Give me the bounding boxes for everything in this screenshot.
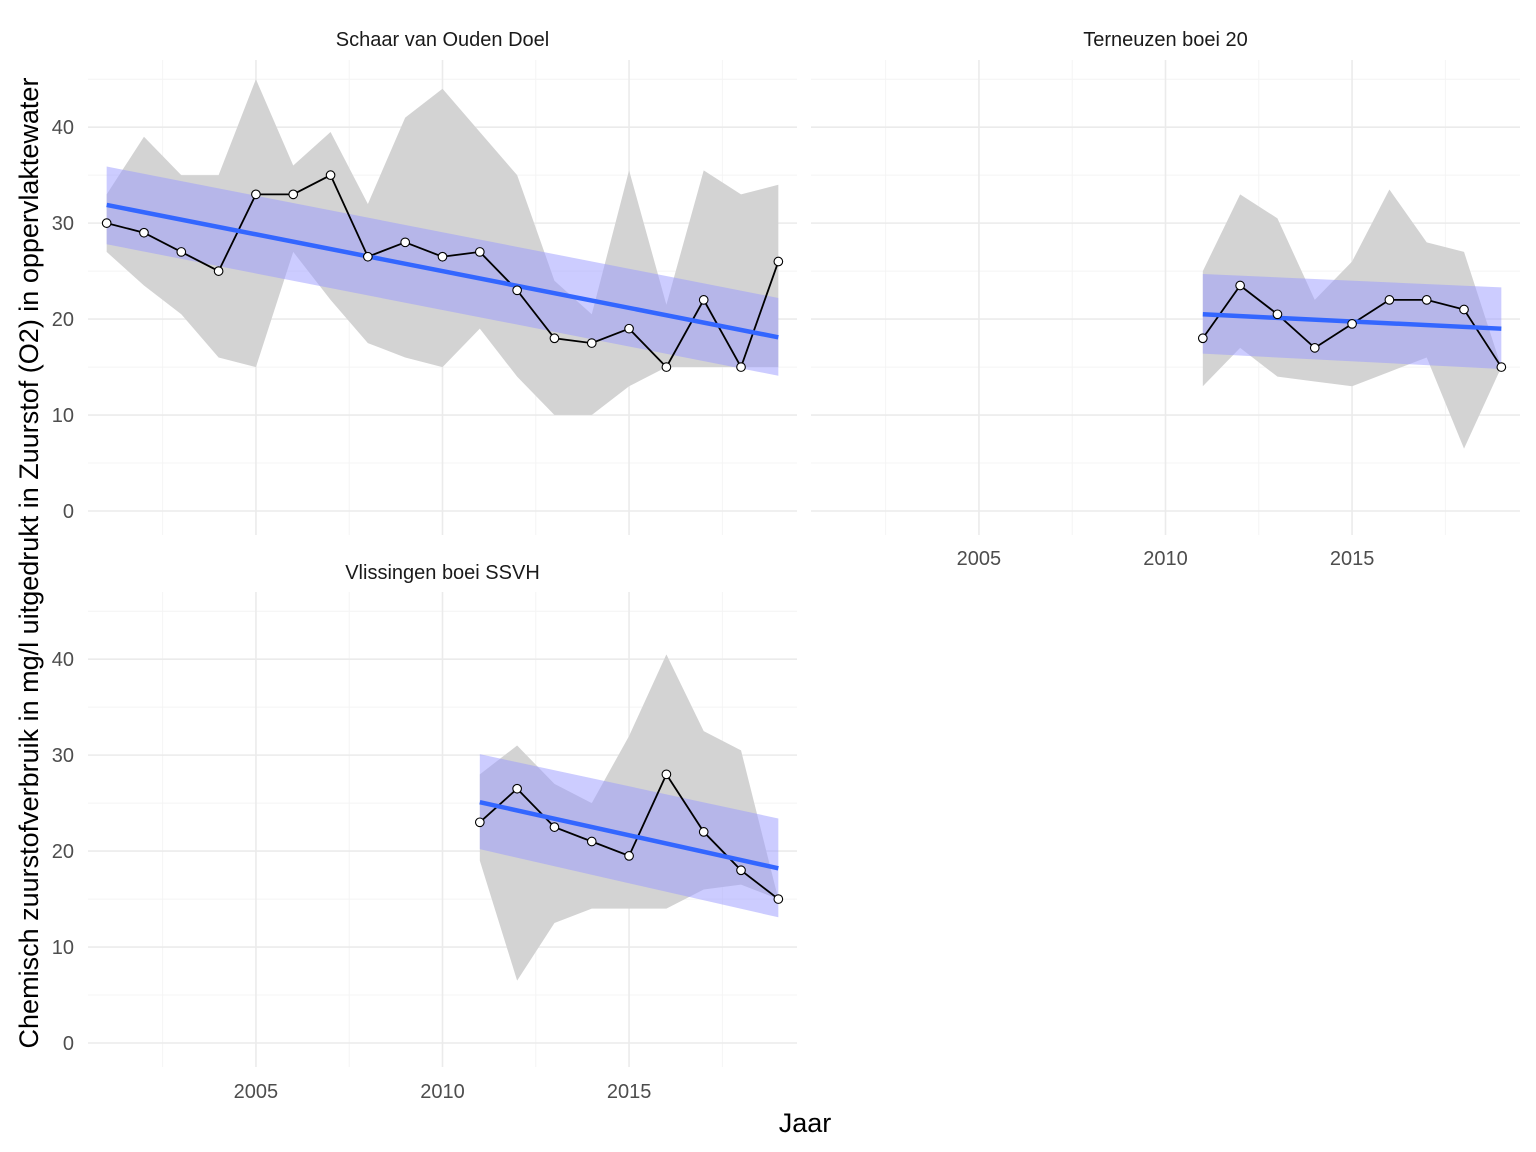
x-tick-label: 2015 [607, 1081, 652, 1103]
data-point [213, 266, 224, 276]
y-tick-label: 40 [52, 649, 74, 671]
x-tick-label: 2005 [957, 548, 1002, 570]
x-tick-label: 2015 [1330, 548, 1375, 570]
y-axis-title: Chemisch zuurstofverbruik in mg/l uitged… [14, 78, 44, 1049]
data-point [251, 189, 261, 200]
data-point [661, 362, 672, 372]
data-point [1347, 319, 1357, 329]
data-point [139, 227, 149, 238]
data-point [549, 333, 560, 344]
y-tick-label: 40 [52, 117, 74, 139]
data-point [512, 783, 522, 794]
data-point [437, 251, 448, 262]
data-point [773, 256, 784, 267]
data-point [176, 247, 187, 257]
data-point [1272, 309, 1283, 320]
data-point [474, 247, 485, 257]
facet-title: Vlissingen boei SSVH [345, 562, 540, 584]
x-tick-label: 2005 [234, 1081, 279, 1103]
y-tick-label: 10 [52, 937, 74, 959]
data-point [1309, 343, 1320, 353]
data-point [624, 851, 634, 861]
facet-title: Schaar van Ouden Doel [336, 29, 549, 51]
data-point [736, 865, 746, 876]
data-point [624, 323, 634, 334]
data-point [1384, 295, 1395, 305]
data-point [1197, 333, 1208, 344]
data-point [773, 894, 784, 904]
data-point [549, 822, 560, 832]
facet-title: Terneuzen boei 20 [1083, 29, 1248, 51]
y-tick-label: 20 [52, 309, 74, 331]
y-tick-label: 0 [63, 1033, 74, 1055]
y-tick-label: 30 [52, 213, 74, 235]
data-point [736, 362, 746, 372]
y-tick-label: 0 [63, 501, 74, 523]
y-tick-label: 10 [52, 405, 74, 427]
trend-line [479, 799, 779, 871]
x-axis-title: Jaar [779, 1108, 832, 1138]
data-point [101, 218, 112, 228]
data-point [586, 836, 597, 847]
trend-line [106, 202, 779, 340]
data-point [325, 170, 336, 181]
data-point [400, 237, 411, 248]
data-point [1459, 304, 1469, 315]
data-point [512, 285, 522, 296]
data-point [698, 295, 709, 305]
data-point [1496, 362, 1507, 372]
y-tick-label: 20 [52, 841, 74, 863]
data-point [586, 338, 597, 348]
x-tick-label: 2010 [420, 1081, 465, 1103]
data-point [1421, 295, 1432, 305]
data-point [363, 251, 373, 262]
x-tick-label: 2010 [1143, 548, 1188, 570]
data-point [661, 769, 672, 780]
y-tick-label: 30 [52, 745, 74, 767]
data-point [288, 189, 299, 200]
data-point [698, 827, 709, 837]
data-point [1235, 280, 1245, 291]
data-point [474, 817, 485, 828]
